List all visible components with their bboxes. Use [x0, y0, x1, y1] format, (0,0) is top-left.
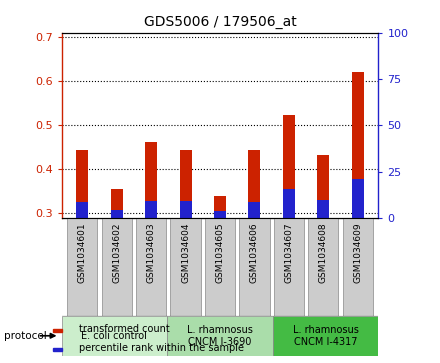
- Text: E. coli control: E. coli control: [81, 331, 147, 341]
- Bar: [76, 150, 88, 218]
- Bar: [343, 218, 373, 316]
- Bar: [62, 316, 167, 356]
- Bar: [317, 155, 329, 218]
- Bar: [145, 142, 157, 218]
- Bar: [53, 348, 62, 351]
- Text: protocol: protocol: [4, 331, 47, 341]
- Bar: [249, 150, 260, 218]
- Bar: [352, 72, 364, 218]
- Bar: [102, 218, 132, 316]
- Bar: [283, 189, 295, 218]
- Bar: [170, 218, 201, 316]
- Text: GSM1034603: GSM1034603: [147, 223, 156, 284]
- Bar: [308, 218, 338, 316]
- Bar: [67, 218, 97, 316]
- Text: GSM1034606: GSM1034606: [250, 223, 259, 284]
- Bar: [180, 150, 191, 218]
- Bar: [273, 316, 378, 356]
- Bar: [214, 196, 226, 218]
- Text: GSM1034604: GSM1034604: [181, 223, 190, 283]
- Bar: [249, 202, 260, 218]
- Text: GSM1034605: GSM1034605: [216, 223, 224, 284]
- Text: GSM1034609: GSM1034609: [353, 223, 362, 284]
- Text: GSM1034607: GSM1034607: [284, 223, 293, 284]
- Bar: [317, 200, 329, 218]
- Text: GSM1034601: GSM1034601: [78, 223, 87, 284]
- Text: percentile rank within the sample: percentile rank within the sample: [79, 343, 244, 353]
- Bar: [111, 189, 123, 218]
- Bar: [214, 211, 226, 218]
- Bar: [205, 218, 235, 316]
- Bar: [167, 316, 273, 356]
- Text: GSM1034608: GSM1034608: [319, 223, 328, 284]
- Bar: [352, 179, 364, 218]
- Bar: [76, 202, 88, 218]
- Text: L. rhamnosus
CNCM I-4317: L. rhamnosus CNCM I-4317: [293, 325, 359, 347]
- Bar: [274, 218, 304, 316]
- Bar: [180, 201, 191, 218]
- Text: GSM1034602: GSM1034602: [112, 223, 121, 283]
- Text: transformed count: transformed count: [79, 324, 170, 334]
- Bar: [145, 201, 157, 218]
- Bar: [239, 218, 270, 316]
- Text: GDS5006 / 179506_at: GDS5006 / 179506_at: [143, 15, 297, 29]
- Bar: [136, 218, 166, 316]
- Bar: [283, 115, 295, 218]
- Text: L. rhamnosus
CNCM I-3690: L. rhamnosus CNCM I-3690: [187, 325, 253, 347]
- Bar: [53, 330, 62, 333]
- Bar: [111, 210, 123, 218]
